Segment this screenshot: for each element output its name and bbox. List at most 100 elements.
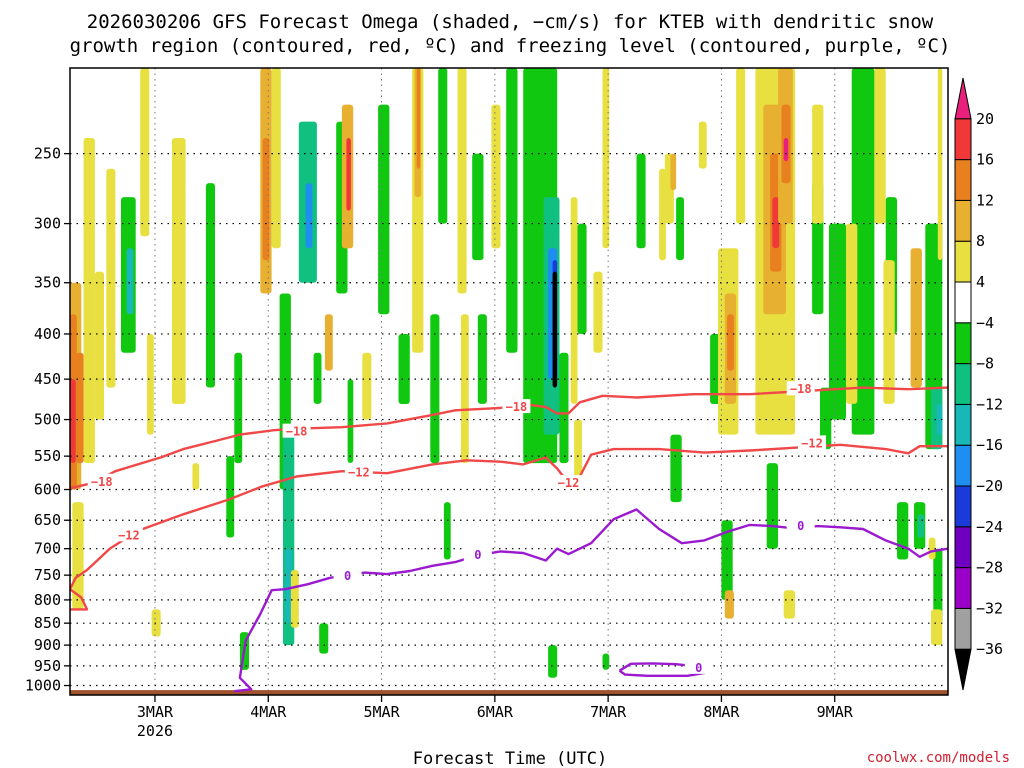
y-tick-label: 350: [34, 274, 61, 292]
x-tick-label: 9MAR: [817, 703, 854, 721]
omega-shading: [70, 68, 943, 678]
omega-cell: [438, 68, 448, 224]
omega-cell: [285, 548, 293, 624]
omega-cell: [477, 314, 487, 404]
omega-cell: [126, 248, 134, 315]
contour-lines: −18 −18 −18 −18 −12 −12 −12 −12 0 0 0 0: [70, 381, 948, 693]
contour-dgz-minus12: [70, 443, 948, 611]
colorbar-label: −12: [976, 395, 1003, 413]
omega-cell: [577, 223, 587, 334]
colorbar-segment: [954, 322, 972, 365]
plot-frame: [69, 67, 949, 696]
colorbar-bottom-triangle: [954, 648, 972, 691]
omega-cell: [602, 68, 610, 249]
omega-cell: [443, 502, 451, 560]
colorbar-label: −32: [976, 599, 1003, 617]
omega-cell: [897, 502, 909, 560]
omega-cell: [659, 168, 666, 261]
contour-label: −18: [91, 475, 113, 489]
omega-cell: [548, 645, 558, 678]
omega-cell: [602, 653, 610, 670]
omega-cell: [347, 379, 354, 463]
omega-cell: [140, 68, 150, 237]
omega-cell: [931, 609, 943, 646]
omega-cell: [94, 271, 104, 420]
colorbar-segment: [954, 159, 972, 201]
omega-cell: [698, 121, 707, 169]
y-tick-label: 550: [34, 447, 61, 465]
colorbar-segment: [954, 281, 972, 324]
contour-label: −18: [286, 425, 308, 439]
contour-label: 0: [474, 548, 481, 562]
omega-cell: [783, 590, 795, 619]
y-tick-label: 750: [34, 566, 61, 584]
ground-layer: [70, 690, 948, 695]
omega-cell: [559, 352, 569, 464]
omega-cell: [593, 271, 603, 353]
x-tick-label: 3MAR: [137, 703, 174, 721]
colorbar-segment: [954, 199, 972, 242]
omega-cell: [736, 68, 746, 224]
omega-cell: [851, 68, 875, 435]
omega-cell: [319, 623, 329, 654]
omega-cell: [398, 334, 410, 404]
contour-label: −12: [801, 436, 823, 450]
colorbar-label: −36: [976, 640, 1003, 658]
contour-label-bg: [114, 527, 143, 542]
omega-cell: [346, 138, 351, 211]
y-tick-label: 250: [34, 145, 61, 163]
colorbar-label: 12: [976, 191, 994, 209]
contour-label: 0: [344, 569, 351, 583]
y-tick-label: 950: [34, 657, 61, 675]
colorbar-label: −16: [976, 436, 1003, 454]
omega-cell: [271, 68, 281, 249]
contour-label-bg: [502, 399, 531, 414]
colorbar-top-triangle: [954, 77, 972, 120]
chart-title-line-2: growth region (contoured, red, ºC) and f…: [70, 35, 951, 57]
contour-dgz-minus18: [70, 386, 948, 490]
x-tick-label: 5MAR: [363, 703, 400, 721]
colorbar-segment: [954, 240, 972, 283]
x-axis-label: Forecast Time (UTC): [413, 749, 607, 768]
omega-cell: [766, 463, 778, 549]
credit-text: coolwx.com/models: [867, 750, 1010, 766]
omega-cell: [192, 463, 200, 490]
y-tick-label: 800: [34, 591, 61, 609]
omega-cell: [205, 183, 215, 388]
omega-cell: [472, 153, 484, 261]
colorbar-segment: [954, 567, 972, 609]
colorbar-label: −28: [976, 559, 1003, 577]
omega-cell: [636, 153, 646, 249]
omega-cell: [324, 314, 333, 371]
ground-surface: [70, 690, 948, 695]
omega-cell: [362, 352, 372, 420]
y-tick-label: 700: [34, 540, 61, 558]
omega-cell: [676, 197, 684, 261]
colorbar-segment: [954, 403, 972, 446]
omega-cell: [910, 248, 922, 388]
omega-cell: [506, 68, 518, 353]
omega-cell: [305, 183, 313, 249]
contour-label-bg: [87, 473, 116, 488]
omega-cell: [262, 138, 270, 261]
omega-cell: [883, 260, 895, 404]
omega-cell: [72, 502, 84, 610]
omega-cell: [670, 434, 682, 503]
omega-cell: [846, 223, 858, 404]
y-tick-label: 900: [34, 636, 61, 654]
omega-cell: [70, 379, 76, 463]
omega-cell: [724, 590, 734, 619]
y-tick-label: 650: [34, 511, 61, 529]
omega-cell: [83, 138, 95, 464]
omega-cell: [772, 197, 780, 249]
omega-cell: [721, 520, 733, 600]
omega-cell: [151, 609, 161, 637]
contour-label-bg: [798, 435, 827, 450]
y-tick-label: 600: [34, 481, 61, 499]
contour-freezing-level: [234, 508, 948, 693]
contour-label: −18: [506, 400, 528, 414]
omega-cell: [491, 104, 501, 249]
omega-cell: [106, 168, 116, 388]
x-tick-label: 7MAR: [590, 703, 627, 721]
